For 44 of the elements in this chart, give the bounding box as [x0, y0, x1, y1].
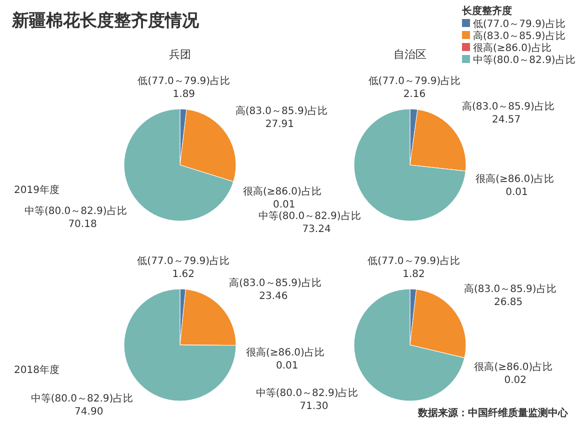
slice-label: 很高(≥86.0)占比 — [476, 173, 554, 186]
data-label: 74.90 — [74, 406, 104, 418]
data-label: 1.82 — [402, 269, 425, 280]
slice-label: 很高(≥86.0)占比 — [243, 186, 322, 198]
text: 自治区 — [394, 48, 426, 61]
slice-label: 中等(80.0～82.9)占比 — [256, 386, 358, 399]
slice-label: 高(83.0～85.9)占比 — [235, 105, 328, 118]
data-label: 0.01 — [276, 360, 298, 372]
data-label: 26.85 — [494, 297, 523, 308]
text: 新疆棉花长度整齐度情况 — [11, 11, 200, 31]
chart-title: 兵团 — [169, 48, 191, 61]
data-label: 71.30 — [300, 400, 328, 412]
legend-label: 中等(80.0～82.9)占比 — [473, 54, 576, 66]
data-label: 23.46 — [259, 290, 288, 302]
slice-label: 低(77.0～79.9)占比 — [368, 75, 461, 88]
data-label: 1.89 — [172, 89, 196, 100]
data-label: 0.01 — [273, 200, 296, 211]
data-label: 2.16 — [403, 89, 426, 100]
slice-label: 低(77.0～79.9)占比 — [368, 255, 460, 268]
text: 2018年度 — [14, 364, 60, 376]
slice-label: 高(83.0～85.9)占比 — [464, 283, 556, 296]
slice-label: 低(77.0～79.9)占比 — [138, 75, 230, 88]
data-label: 27.91 — [265, 119, 294, 130]
slice-label: 中等(80.0～82.9)占比 — [24, 205, 127, 218]
data-label: 24.57 — [492, 114, 521, 126]
slice-label: 很高(≥86.0)占比 — [474, 361, 553, 374]
data-label: 0.02 — [504, 375, 527, 386]
slice-label: 很高(≥86.0)占比 — [246, 346, 324, 358]
data-label: 70.18 — [68, 219, 97, 230]
text: 2019年度 — [14, 184, 60, 196]
data-label: 1.62 — [172, 269, 194, 280]
slice-label: 低(77.0～79.9)占比 — [137, 255, 230, 268]
data-label: 73.24 — [302, 224, 331, 236]
legend-label: 很高(≥86.0)占比 — [473, 42, 552, 54]
data-label: 0.01 — [506, 187, 528, 198]
slice-label: 中等(80.0～82.9)占比 — [30, 392, 134, 405]
slice-label: 高(83.0～85.9)占比 — [229, 276, 322, 289]
pie-slice — [124, 288, 236, 402]
slice-label: 高(83.0～85.9)占比 — [462, 100, 554, 112]
legend-label: 高(83.0～85.9)占比 — [473, 30, 566, 42]
legend-label: 低(77.0～79.9)占比 — [473, 18, 566, 30]
legend-title: 长度整齐度 — [461, 5, 512, 17]
slice-label: 中等(80.0～82.9)占比 — [258, 210, 361, 222]
source-note: 数据来源：中国纤维质量监测中心 — [417, 407, 569, 419]
